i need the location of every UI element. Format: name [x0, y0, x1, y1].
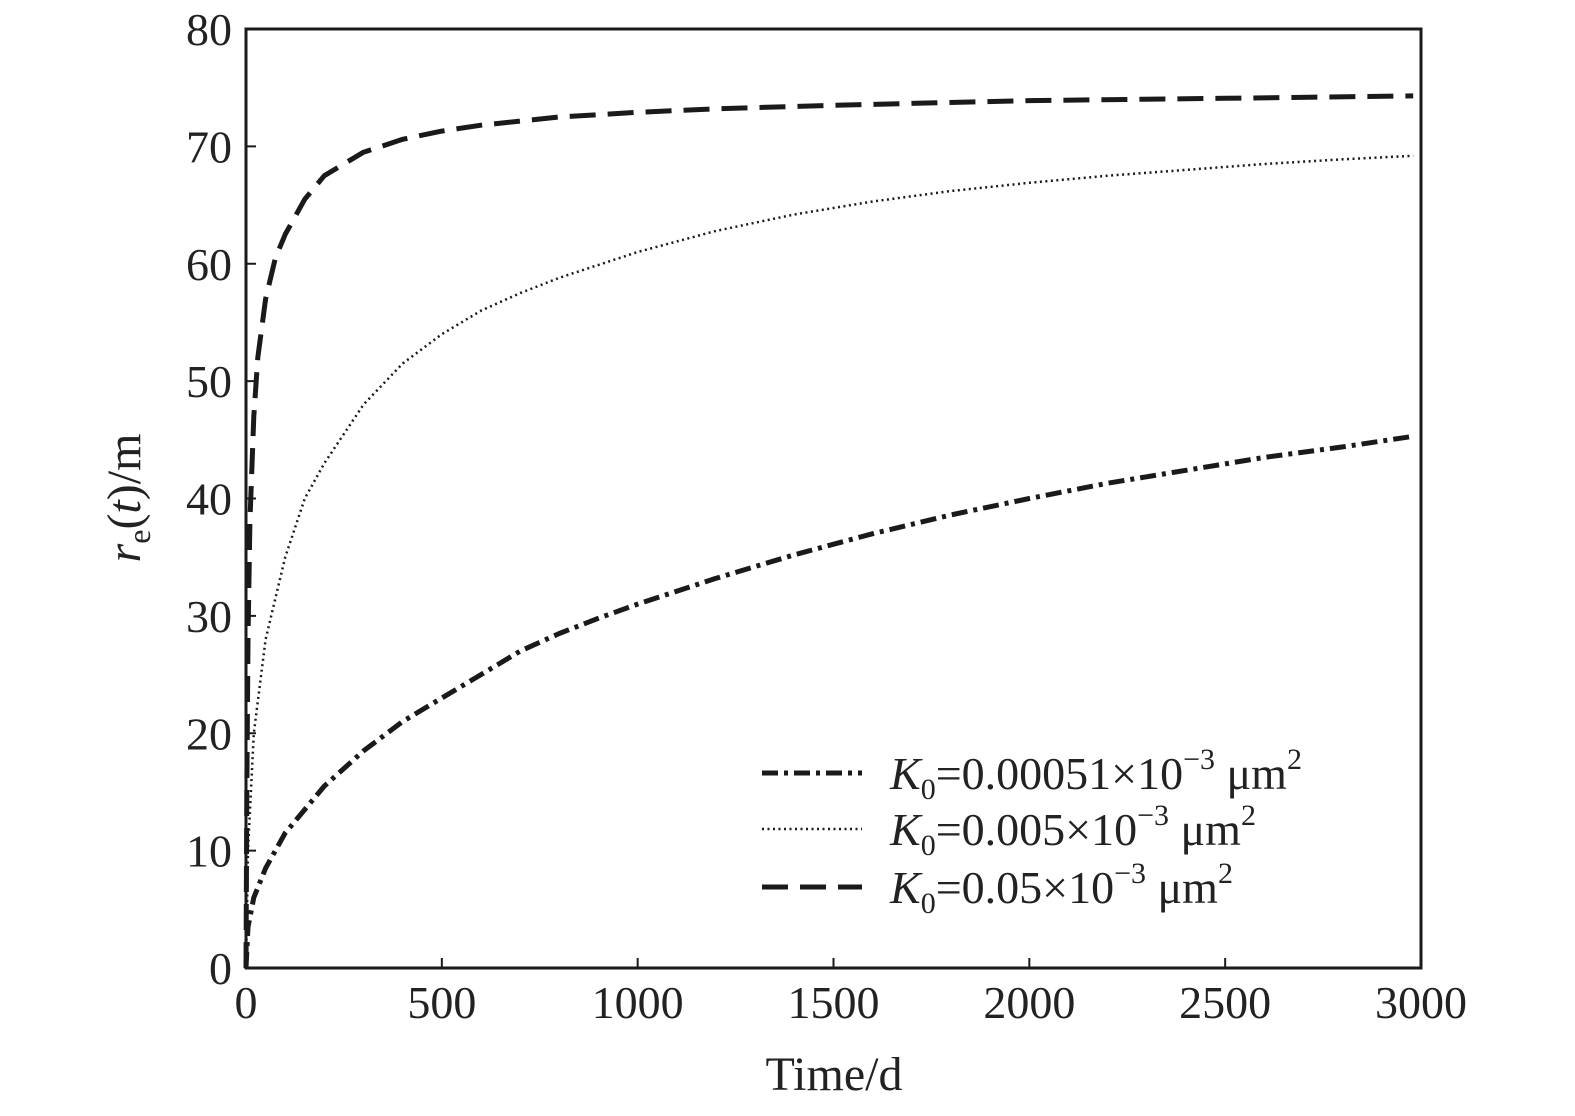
- legend-label-unit-sup: 2: [1218, 857, 1233, 890]
- legend-label-k: K: [889, 804, 923, 855]
- legend-label-unit-sup: 2: [1241, 799, 1256, 832]
- legend-label-k-sub: 0: [921, 773, 936, 806]
- y-tick-label: 80: [186, 4, 232, 55]
- x-axis: 0 500 1000 1500 2000 2500 3000: [235, 958, 1467, 1028]
- y-axis: 0 10 20 30 40 50 60 70 80: [186, 4, 256, 994]
- legend-label-3: K0=0.05×10−3 μm2: [889, 857, 1233, 920]
- legend-label-2: K0=0.005×10−3 μm2: [889, 799, 1256, 862]
- y-axis-title-t: t: [98, 499, 151, 514]
- y-tick-label: 10: [186, 826, 232, 877]
- legend-label-unit: μm: [1215, 748, 1287, 799]
- y-tick-label: 0: [209, 943, 232, 994]
- legend-label-unit: μm: [1146, 862, 1218, 913]
- legend-label-value: =0.05×10: [936, 862, 1114, 913]
- x-tick-label: 500: [407, 977, 476, 1028]
- legend-label-value: =0.005×10: [936, 804, 1137, 855]
- y-tick-label: 50: [186, 356, 232, 407]
- legend-label-unit-sup: 2: [1287, 743, 1302, 776]
- legend-label-unit: μm: [1169, 804, 1241, 855]
- x-tick-label: 2000: [983, 977, 1075, 1028]
- legend-label-value: =0.00051×10: [936, 748, 1183, 799]
- legend-label-k-sub: 0: [921, 887, 936, 920]
- y-tick-label: 20: [186, 708, 232, 759]
- x-tick-label: 1500: [788, 977, 880, 1028]
- plot-frame: [244, 27, 1423, 970]
- legend-label-k: K: [889, 862, 923, 913]
- series-line-1: [243, 433, 1414, 969]
- y-tick-label: 60: [186, 239, 232, 290]
- legend-label-1: K0=0.00051×10−3 μm2: [889, 743, 1302, 806]
- y-axis-title-sub: e: [121, 530, 157, 544]
- legend-label-exp: −3: [1114, 857, 1146, 890]
- y-axis-title-r: r: [98, 543, 151, 562]
- y-axis-title: re(t)/m: [98, 434, 157, 563]
- legend-label-exp: −3: [1137, 799, 1169, 832]
- x-tick-label: 3000: [1375, 977, 1467, 1028]
- legend-label-k: K: [889, 748, 923, 799]
- plot-area: [243, 93, 1414, 969]
- x-axis-title: Time/d: [766, 1048, 903, 1101]
- y-axis-title-paren-open: (: [98, 514, 151, 530]
- x-tick-label: 0: [235, 977, 258, 1028]
- series-line-3: [243, 93, 1414, 969]
- x-tick-label: 1000: [592, 977, 684, 1028]
- y-tick-label: 40: [186, 474, 232, 525]
- legend-label-exp: −3: [1183, 743, 1215, 776]
- y-axis-title-paren-close: )/m: [98, 434, 151, 501]
- x-tick-label: 2500: [1179, 977, 1271, 1028]
- y-tick-label: 30: [186, 591, 232, 642]
- y-tick-label: 70: [186, 121, 232, 172]
- legend-label-k-sub: 0: [921, 829, 936, 862]
